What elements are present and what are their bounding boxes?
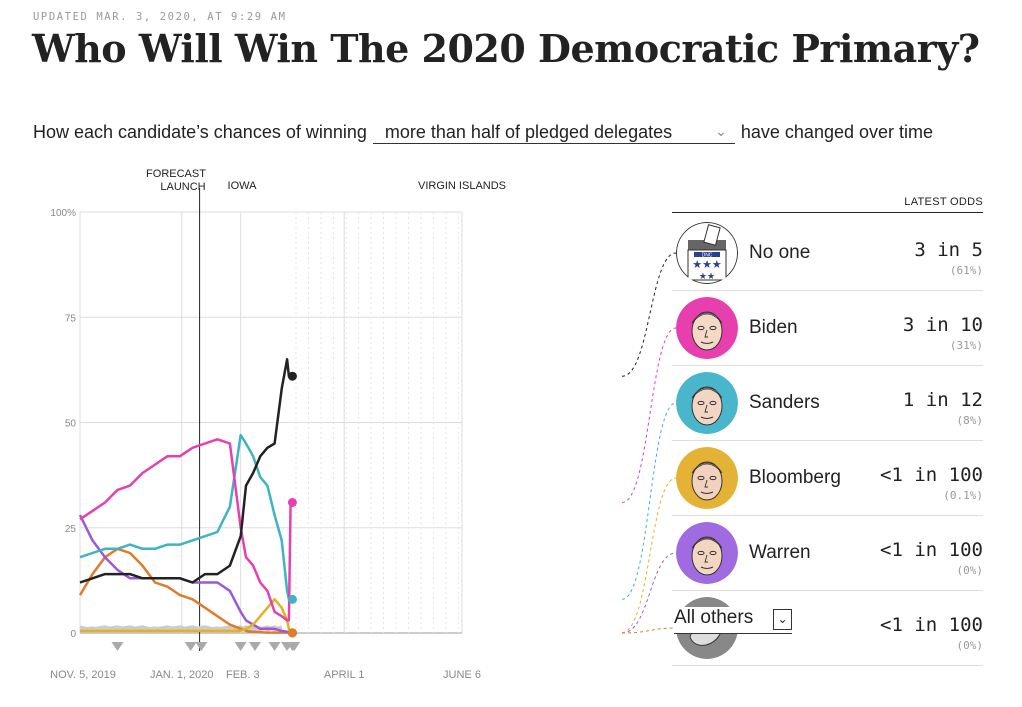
connector-line — [621, 627, 677, 634]
series-line-bloomberg — [80, 598, 293, 634]
page-title: Who Will Win The 2020 Democratic Primary… — [32, 26, 980, 71]
y-tick-label: 0 — [70, 629, 76, 640]
event-label: IOWA — [228, 180, 258, 192]
candidate-odds: 3 in 5 — [914, 239, 983, 261]
sanders-portrait-icon — [676, 372, 738, 434]
candidate-odds: <1 in 100 — [880, 464, 983, 486]
y-tick-label: 25 — [65, 524, 77, 535]
odds-line-chart: 100% 75 50 25 0 NOV. 5, 2019 JAN. 1, 2020 FEB. … — [50, 168, 506, 681]
ballot-box-icon: DNC ★★★ ★★ — [676, 222, 738, 284]
candidate-percent: (0%) — [956, 564, 984, 577]
primary-marker — [184, 642, 197, 651]
x-tick-label: FEB. 3 — [226, 669, 260, 681]
primary-marker — [248, 642, 261, 651]
warren-portrait-icon — [676, 522, 738, 584]
connector-line — [621, 552, 677, 634]
series-line-sanders — [79, 433, 293, 601]
primary-marker — [268, 642, 281, 651]
connector-line — [621, 402, 677, 600]
svg-text:★★: ★★ — [699, 272, 715, 282]
primary-marker — [234, 642, 247, 651]
biden-portrait-icon — [676, 297, 738, 359]
candidate-name: No one — [749, 242, 811, 263]
candidate-name: Warren — [749, 542, 811, 563]
candidate-odds: <1 in 100 — [880, 539, 983, 561]
event-label: FORECAST — [146, 168, 206, 180]
event-label: VIRGIN ISLANDS — [418, 180, 506, 192]
series-end-dot-sanders — [287, 594, 297, 604]
primary-marker — [111, 642, 124, 651]
candidate-avatar: DNC ★★★ ★★ — [676, 222, 738, 284]
candidate-name: Sanders — [749, 392, 820, 413]
connector-line — [621, 477, 677, 634]
chevron-down-icon: ⌄ — [773, 609, 792, 630]
y-tick-label: 100% — [50, 208, 76, 219]
connector-line — [621, 327, 677, 503]
candidate-avatar — [676, 297, 738, 359]
bloomberg-portrait-icon — [676, 447, 738, 509]
candidate-odds: <1 in 100 — [880, 614, 983, 636]
primary-marker — [195, 642, 208, 651]
latest-odds-header: LATEST ODDS — [672, 196, 983, 213]
chevron-down-icon: ⌄ — [715, 123, 727, 139]
odds-row-biden: Biden 3 in 10 (31%) — [672, 291, 983, 366]
candidate-name: Biden — [749, 317, 798, 338]
candidate-odds: 1 in 12 — [902, 389, 983, 411]
candidate-avatar — [676, 447, 738, 509]
candidate-avatar — [676, 522, 738, 584]
series-line-biden — [79, 438, 293, 622]
odds-row-warren: Warren <1 in 100 (0%) — [672, 516, 983, 591]
x-tick-label: JUNE 6 — [443, 669, 481, 681]
outcome-dropdown[interactable]: more than half of pledged delegates ⌄ — [372, 122, 735, 144]
event-label: LAUNCH — [160, 181, 205, 193]
odds-row-bloomberg: Bloomberg <1 in 100 (0.1%) — [672, 441, 983, 516]
odds-row-no-one: DNC ★★★ ★★ No one 3 in 5 (61%) — [672, 216, 983, 291]
candidate-percent: (61%) — [949, 264, 983, 277]
y-tick-label: 75 — [65, 313, 77, 324]
connector-line — [621, 252, 677, 377]
legend-connectors — [621, 252, 677, 634]
series-line-warren — [78, 514, 293, 635]
x-tick-label: NOV. 5, 2019 — [50, 669, 116, 681]
series-line-all-others — [78, 547, 293, 635]
x-tick-label: JAN. 1, 2020 — [150, 669, 214, 681]
candidate-name: Bloomberg — [749, 467, 841, 488]
candidate-avatar — [676, 372, 738, 434]
updated-timestamp: UPDATED MAR. 3, 2020, AT 9:29 AM — [33, 11, 287, 23]
candidate-percent: (8%) — [956, 414, 984, 427]
primary-marker — [288, 642, 301, 651]
svg-text:★★★: ★★★ — [692, 258, 722, 271]
candidate-percent: (31%) — [949, 339, 983, 352]
svg-text:DNC: DNC — [702, 253, 713, 259]
series-line-no-one — [79, 358, 293, 584]
y-tick-label: 50 — [65, 419, 77, 430]
chart-subtitle: How each candidate’s chances of winning m… — [33, 122, 933, 144]
series-end-dot-no-one — [287, 371, 297, 381]
x-tick-label: APRIL 1 — [324, 669, 365, 681]
subtitle-suffix: have changed over time — [740, 122, 934, 142]
subtitle-prefix: How each candidate’s chances of winning — [33, 122, 367, 142]
others-dropdown[interactable]: All others ⌄ — [674, 607, 792, 634]
odds-row-all-others: All others ⌄ <1 in 100 (0%) — [672, 591, 983, 666]
others-dropdown-value: All others — [674, 607, 754, 628]
series-end-dot-all-others — [287, 628, 297, 638]
candidate-odds: 3 in 10 — [902, 314, 983, 336]
series-end-dot-biden — [287, 497, 297, 507]
candidate-percent: (0%) — [956, 639, 984, 652]
odds-row-sanders: Sanders 1 in 12 (8%) — [672, 366, 983, 441]
candidate-percent: (0.1%) — [943, 489, 983, 502]
outcome-dropdown-value: more than half of pledged delegates — [384, 122, 673, 142]
